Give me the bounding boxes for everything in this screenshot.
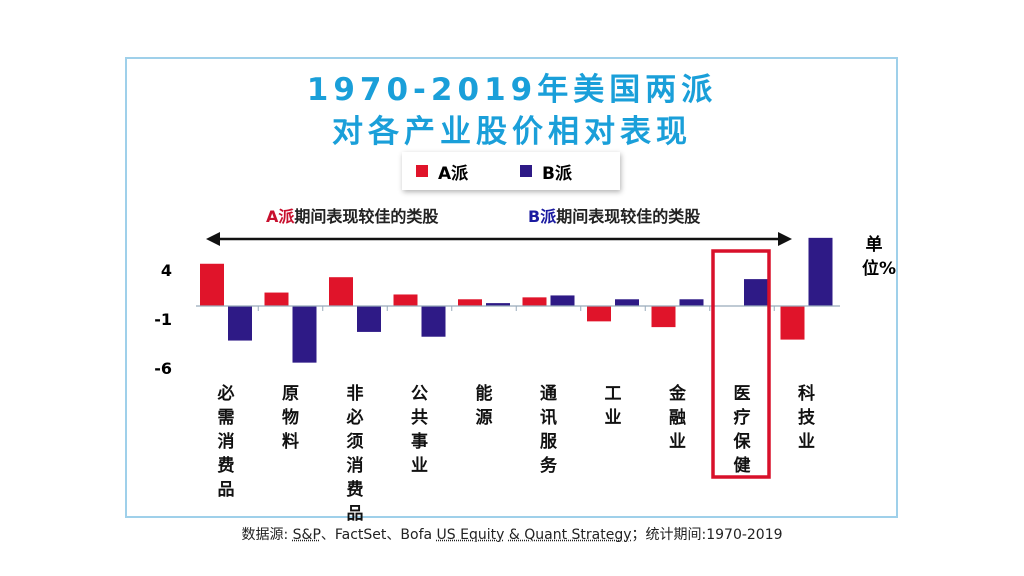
bar-b-9 — [808, 237, 833, 306]
chart-title-line1: 1970-2019年美国两派 — [306, 72, 718, 108]
annotation-right-suffix: 期间表现较佳的类股 — [556, 207, 701, 226]
footer-source-sp: S&P — [292, 527, 321, 543]
chart-title-line2: 对各产业股价相对表现 — [332, 114, 692, 150]
y-tick-label: -1 — [154, 310, 172, 329]
bar-b-3 — [421, 306, 446, 337]
category-label: 工业 — [604, 384, 622, 428]
annotation-left: A派期间表现较佳的类股 — [266, 203, 438, 227]
bar-a-5 — [522, 297, 547, 306]
bar-b-2 — [357, 306, 381, 332]
highlight-box — [711, 249, 771, 479]
footer-source-quant: & Quant Strategy — [508, 527, 632, 543]
footer-prefix: 数据源: — [241, 527, 293, 543]
annotation-right-prefix: B派 — [528, 207, 557, 226]
source-footer: 数据源: S&P、FactSet、Bofa US Equity & Quant … — [0, 524, 1024, 544]
footer-period: ；统计期间:1970-2019 — [631, 527, 783, 543]
footer-sep: 、FactSet、Bofa — [320, 527, 437, 543]
bar-a-3 — [393, 294, 418, 306]
annotation-left-prefix: A派 — [266, 207, 295, 226]
category-label: 金融业 — [669, 384, 686, 452]
category-label: 必需消费品 — [217, 384, 235, 500]
legend-label-a: A派 — [438, 164, 469, 184]
category-label: 医疗保健 — [733, 384, 751, 476]
bar-b-6 — [615, 299, 639, 306]
y-tick-label: 4 — [161, 261, 172, 280]
bar-a-2 — [329, 277, 353, 306]
bar-b-1 — [292, 306, 317, 363]
footer-source-us-equity: US Equity — [436, 527, 505, 543]
category-label: 公共事业 — [411, 384, 428, 476]
bar-b-4 — [486, 303, 510, 306]
legend-swatch-b — [520, 165, 532, 177]
bar-a-9 — [780, 306, 805, 340]
category-label: 非必须消费品 — [346, 384, 364, 524]
bar-a-6 — [587, 306, 611, 322]
chart-frame — [125, 57, 898, 518]
bar-b-5 — [550, 295, 575, 306]
legend-label-b: B派 — [542, 164, 572, 184]
category-label: 通讯服务 — [540, 384, 557, 476]
bar-b-7 — [679, 299, 704, 306]
legend-swatch-a — [416, 165, 428, 177]
legend: A派 B派 — [402, 152, 620, 190]
category-label: 能源 — [475, 384, 493, 428]
bar-b-0 — [228, 306, 252, 341]
y-axis-unit: 单位% — [862, 235, 897, 279]
annotation-left-suffix: 期间表现较佳的类股 — [294, 207, 439, 226]
arrow-left-head — [206, 232, 220, 246]
y-tick-label: -6 — [154, 359, 172, 378]
bar-a-0 — [200, 263, 224, 306]
arrow-right-head — [778, 232, 792, 246]
bar-a-1 — [264, 292, 289, 306]
category-label: 科技业 — [798, 384, 815, 452]
category-label: 原物料 — [282, 384, 299, 452]
bar-b-8 — [744, 279, 768, 306]
bar-a-7 — [651, 306, 676, 328]
annotation-right: B派期间表现较佳的类股 — [528, 203, 700, 227]
bar-a-4 — [458, 299, 482, 306]
